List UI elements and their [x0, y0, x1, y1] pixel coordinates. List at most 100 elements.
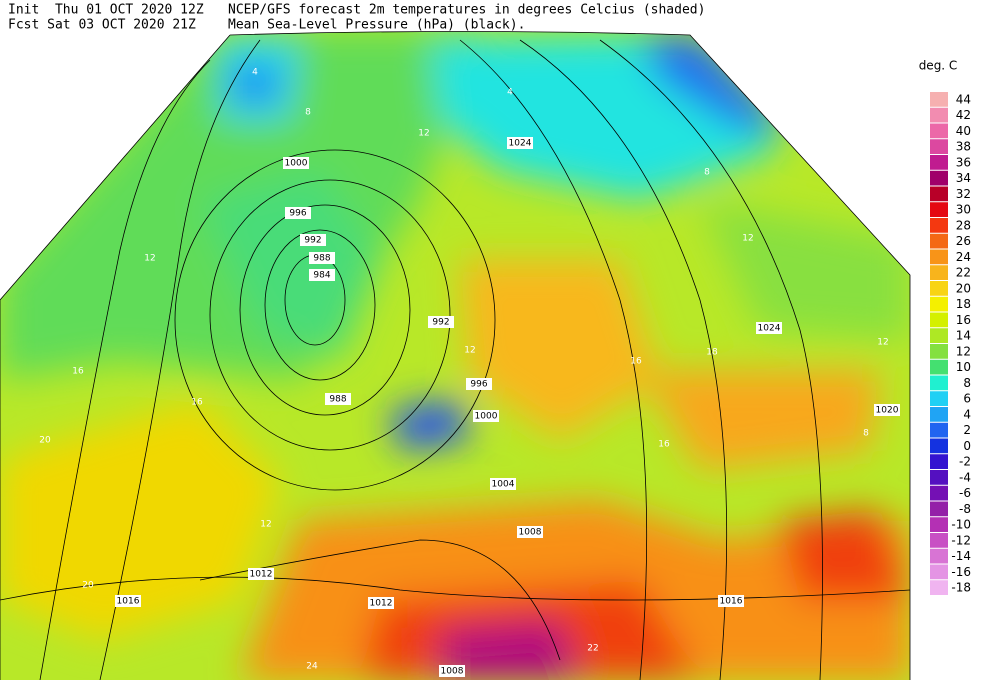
- legend-swatch: [930, 170, 948, 186]
- isobar-label-bg: [248, 568, 274, 580]
- isobar-label-bg: [300, 234, 326, 246]
- isobar-label: 1012: [370, 599, 393, 609]
- isobar-label-bg: [309, 269, 335, 281]
- isobar: [209, 179, 451, 451]
- legend-swatch: [930, 265, 948, 280]
- isobar: [239, 204, 411, 416]
- legend-swatch: [930, 92, 948, 107]
- legend-swatch: [930, 517, 948, 532]
- isobar: [599, 39, 823, 680]
- legend-label: 40: [956, 124, 971, 138]
- legend-label: 44: [956, 92, 971, 106]
- map-labels: 1000 996 992 988 984 992 996 1000 988 1024 1024 102…: [39, 68, 900, 677]
- isobar-label: 1000: [475, 412, 498, 422]
- legend-label: 4: [963, 407, 971, 421]
- legend-label: 42: [956, 108, 971, 122]
- legend-swatch: [930, 564, 948, 580]
- isobar-label-bg: [718, 595, 744, 607]
- temperature-label: 16: [630, 357, 642, 367]
- legend-label: 22: [956, 266, 971, 280]
- isobar: [519, 39, 728, 680]
- legend-swatch: [930, 359, 948, 375]
- legend-label: 10: [956, 360, 971, 374]
- legend-label: -10: [951, 518, 971, 532]
- isobar-label-bg: [874, 404, 900, 416]
- temperature-label: 16: [191, 398, 203, 408]
- isobar-label-bg: [285, 207, 311, 219]
- legend-label: 16: [956, 313, 971, 327]
- isobar-label: 988: [329, 395, 346, 405]
- isobar-label-bg: [115, 595, 141, 607]
- isobar: [174, 149, 496, 491]
- legend-label: 6: [963, 392, 971, 406]
- legend-swatch: [930, 312, 948, 328]
- temperature-label: 12: [464, 346, 475, 356]
- isobar-label: 1024: [509, 139, 532, 149]
- isobar-label-bg: [517, 526, 543, 538]
- isobar: [264, 229, 376, 381]
- isobar-label-bg: [507, 137, 533, 149]
- legend-swatch: [930, 533, 948, 548]
- legend-swatch: [930, 123, 948, 139]
- forecast-time: Fcst Sat 03 OCT 2020 21Z: [8, 18, 196, 33]
- map-border: [0, 31, 911, 680]
- isobar-label: 996: [470, 380, 487, 390]
- legend-swatch: [930, 202, 948, 217]
- legend-swatch: [930, 107, 948, 123]
- legend-label: -2: [959, 455, 971, 469]
- legend-label: 26: [956, 234, 971, 248]
- isobar-label: 1020: [876, 406, 899, 416]
- legend-swatch: [930, 580, 948, 595]
- isobar-label-bg: [309, 252, 335, 264]
- isobar: [199, 539, 561, 661]
- legend-swatch: [930, 139, 948, 154]
- legend-label: 32: [956, 187, 971, 201]
- init-time: Init Thu 01 OCT 2020 12Z: [8, 3, 204, 18]
- map-title: NCEP/GFS forecast 2m temperatures in deg…: [228, 3, 705, 18]
- legend-swatch: [930, 501, 948, 517]
- temperature-label: 12: [418, 129, 429, 139]
- legend-swatch: [930, 344, 948, 359]
- legend-label: 2: [963, 423, 971, 437]
- isobar-label: 996: [289, 209, 306, 219]
- temperature-field: [0, 31, 910, 680]
- legend-swatch: [930, 454, 948, 469]
- legend-swatch: [930, 422, 948, 438]
- isobar-label-bg: [368, 597, 394, 609]
- legend-swatch: [930, 233, 948, 249]
- temperature-label: 22: [587, 644, 598, 654]
- legend-label: -12: [951, 533, 971, 547]
- legend-label: 12: [956, 344, 971, 358]
- legend-label: 28: [956, 218, 971, 232]
- legend-swatch: [930, 328, 948, 343]
- temperature-label: 4: [252, 68, 258, 78]
- isobar-label: 1016: [117, 597, 140, 607]
- legend-swatch: [930, 438, 948, 454]
- isobar-label: 1012: [250, 570, 273, 580]
- isobar-label-bg: [439, 665, 465, 677]
- temperature-label: 4: [507, 88, 513, 98]
- isobar-label-bg: [756, 322, 782, 334]
- temperature-label: 16: [658, 440, 670, 450]
- temperature-label: 18: [706, 348, 718, 358]
- legend-swatch: [930, 470, 948, 485]
- temperature-label: 8: [863, 429, 869, 439]
- legend-swatch: [930, 391, 948, 406]
- temperature-label: 12: [260, 520, 271, 530]
- legend-swatch: [930, 296, 948, 312]
- temperature-label: 8: [305, 108, 311, 118]
- legend-label: 0: [963, 439, 971, 453]
- temperature-label: 12: [877, 338, 888, 348]
- map-subtitle: Mean Sea-Level Pressure (hPa) (black).: [228, 18, 525, 33]
- legend-title: deg. C: [919, 59, 958, 73]
- isobar-label-bg: [473, 410, 499, 422]
- legend-swatch: [930, 407, 948, 422]
- isobar-label: 1016: [720, 597, 743, 607]
- legend-label: -16: [951, 565, 971, 579]
- isobar-label: 1008: [441, 667, 464, 677]
- legend-swatch: [930, 249, 948, 265]
- temperature-label: 8: [704, 168, 710, 178]
- legend-label: 14: [956, 329, 971, 343]
